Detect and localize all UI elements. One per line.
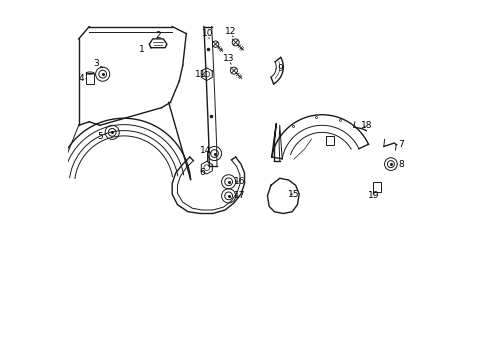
Text: 15: 15 xyxy=(287,190,299,199)
Text: 3: 3 xyxy=(93,59,99,68)
Text: 10: 10 xyxy=(201,29,213,38)
Text: 2: 2 xyxy=(155,31,161,40)
Bar xyxy=(86,73,94,84)
Text: 12: 12 xyxy=(224,27,236,36)
Text: 17: 17 xyxy=(233,192,244,201)
Text: 14: 14 xyxy=(200,145,211,154)
Text: 11: 11 xyxy=(194,70,206,79)
Text: 9: 9 xyxy=(276,64,282,73)
Text: 8: 8 xyxy=(398,159,404,168)
Text: 19: 19 xyxy=(367,192,378,201)
Text: 5: 5 xyxy=(97,132,102,141)
Text: 16: 16 xyxy=(233,177,244,186)
Text: 6: 6 xyxy=(199,168,204,177)
Text: 18: 18 xyxy=(360,121,371,130)
Text: 13: 13 xyxy=(223,54,234,63)
Text: 7: 7 xyxy=(398,140,404,149)
Bar xyxy=(325,136,334,145)
Text: 4: 4 xyxy=(79,74,84,83)
Bar xyxy=(372,182,380,192)
Text: 1: 1 xyxy=(139,45,145,54)
